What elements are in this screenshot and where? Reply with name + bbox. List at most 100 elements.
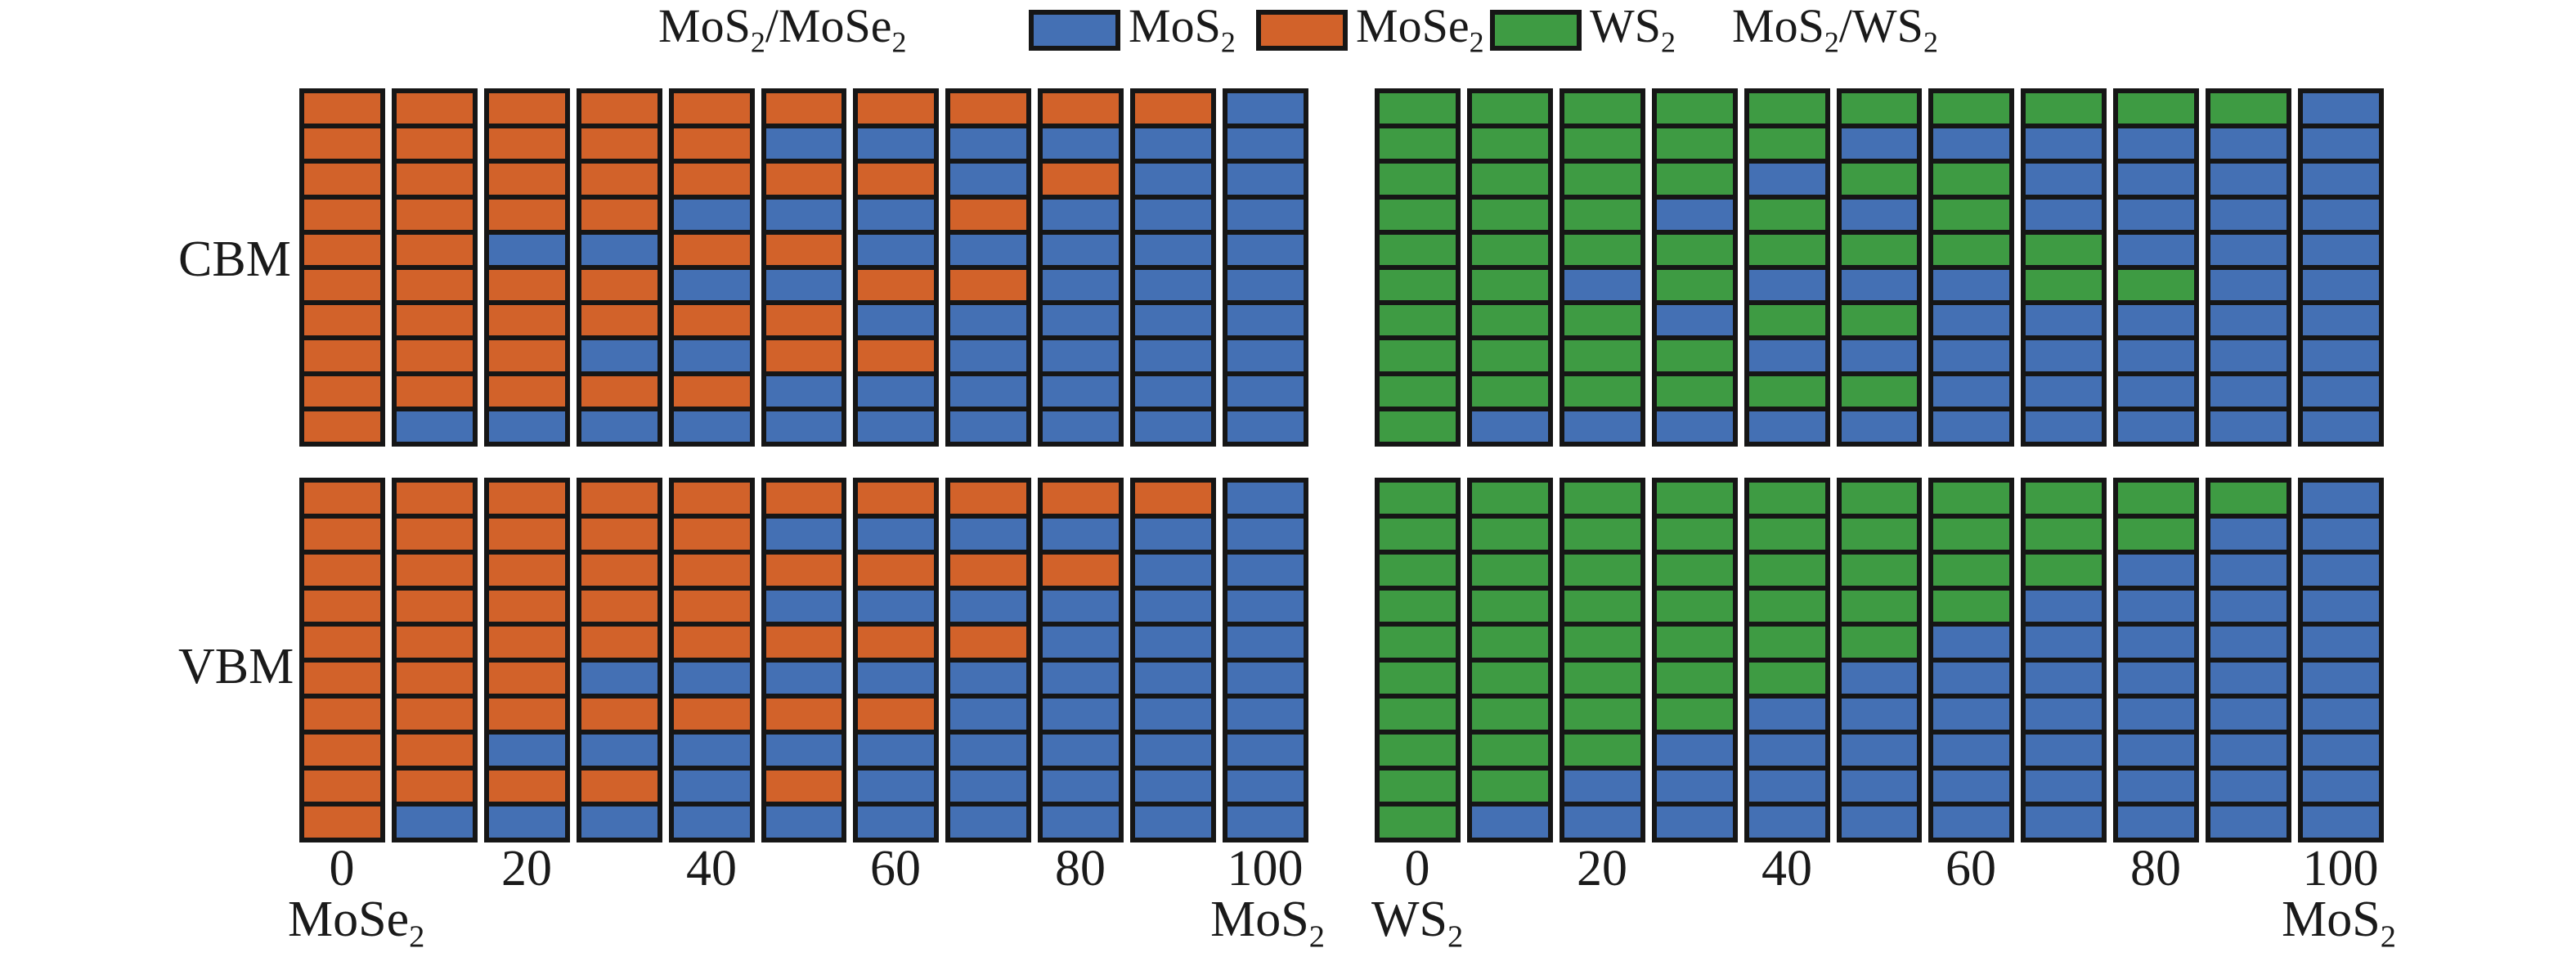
- cell-MoS2: [668, 265, 755, 306]
- cell-MoS2: [483, 406, 570, 447]
- cell-WS2: [1744, 586, 1830, 627]
- cell-WS2: [1375, 730, 1461, 771]
- cell-MoS2: [668, 658, 755, 699]
- panel-cbm-mos2-ws2: [1375, 88, 2384, 447]
- cell-WS2: [1651, 371, 1738, 411]
- cell-MoS2: [1130, 371, 1217, 411]
- cell-MoS2: [1223, 658, 1308, 699]
- cell-MoS2: [1223, 622, 1308, 663]
- cell-WS2: [1466, 371, 1553, 411]
- stack-column-x80: [1038, 88, 1124, 447]
- stack-column-x20: [483, 88, 570, 447]
- cell-MoS2: [1744, 335, 1830, 376]
- cell-MoS2: [945, 766, 1032, 806]
- cell-MoS2: [1223, 265, 1308, 306]
- cell-MoSe2: [576, 694, 662, 735]
- x-tick-right-80: 80: [2130, 841, 2181, 896]
- cell-MoS2: [761, 658, 847, 699]
- cell-MoS2: [1223, 300, 1308, 341]
- cell-MoS2: [1038, 265, 1124, 306]
- cell-MoS2: [761, 730, 847, 771]
- cell-MoS2: [1038, 622, 1124, 663]
- cell-MoS2: [2113, 622, 2200, 663]
- cell-MoS2: [761, 802, 847, 842]
- cell-MoS2: [1223, 406, 1308, 447]
- cell-MoS2: [2298, 694, 2384, 735]
- panel-vbm-mos2-mose2: [299, 478, 1308, 842]
- cell-MoS2: [1130, 159, 1217, 200]
- cell-MoSe2: [483, 300, 570, 341]
- cell-WS2: [1651, 335, 1738, 376]
- cell-WS2: [1375, 658, 1461, 699]
- stack-column-x80: [1038, 478, 1124, 842]
- cell-MoS2: [1223, 766, 1308, 806]
- cell-WS2: [1466, 159, 1553, 200]
- cell-WS2: [1928, 194, 2015, 235]
- cell-MoS2: [2113, 159, 2200, 200]
- cell-MoSe2: [483, 265, 570, 306]
- cell-MoSe2: [483, 586, 570, 627]
- stack-column-x100: [2298, 478, 2384, 842]
- cell-MoSe2: [1038, 88, 1124, 129]
- cell-WS2: [1466, 88, 1553, 129]
- stack-column-x90: [2206, 88, 2292, 447]
- cell-WS2: [1836, 300, 1923, 341]
- cell-MoS2: [2298, 766, 2384, 806]
- cell-MoSe2: [853, 622, 940, 663]
- cell-WS2: [1836, 229, 1923, 271]
- cell-MoS2: [2206, 694, 2292, 735]
- cell-MoS2: [853, 514, 940, 555]
- cell-WS2: [1466, 730, 1553, 771]
- cell-MoS2: [761, 371, 847, 411]
- cell-MoS2: [1744, 694, 1830, 735]
- cell-MoS2: [483, 229, 570, 271]
- cell-MoS2: [1651, 300, 1738, 341]
- cell-MoS2: [1928, 730, 2015, 771]
- cell-WS2: [1651, 550, 1738, 591]
- cell-MoS2: [391, 802, 478, 842]
- cell-WS2: [1375, 124, 1461, 164]
- cell-WS2: [1559, 658, 1645, 699]
- cell-MoSe2: [391, 159, 478, 200]
- cell-MoS2: [1038, 335, 1124, 376]
- row-label-cbm: CBM: [178, 231, 291, 287]
- cell-MoSe2: [576, 371, 662, 411]
- stack-column-x60: [853, 478, 940, 842]
- cell-MoSe2: [299, 124, 385, 164]
- cell-MoS2: [1836, 766, 1923, 806]
- cell-MoSe2: [483, 622, 570, 663]
- cell-MoSe2: [576, 514, 662, 555]
- cell-MoS2: [1223, 371, 1308, 411]
- cell-WS2: [1651, 159, 1738, 200]
- cell-MoS2: [1836, 265, 1923, 306]
- cell-MoSe2: [576, 124, 662, 164]
- cell-MoS2: [668, 335, 755, 376]
- cell-MoSe2: [1130, 88, 1217, 129]
- cell-MoS2: [761, 406, 847, 447]
- cell-MoS2: [1223, 124, 1308, 164]
- cell-WS2: [1928, 586, 2015, 627]
- cell-WS2: [1836, 88, 1923, 129]
- cell-MoS2: [1744, 406, 1830, 447]
- cell-MoSe2: [668, 550, 755, 591]
- cell-WS2: [1651, 265, 1738, 306]
- cell-WS2: [1651, 88, 1738, 129]
- stack-column-x80: [2113, 478, 2200, 842]
- cell-MoS2: [1651, 730, 1738, 771]
- cell-WS2: [1928, 159, 2015, 200]
- cell-MoS2: [1130, 622, 1217, 663]
- stack-column-x40: [668, 88, 755, 447]
- cell-MoS2: [1038, 406, 1124, 447]
- cell-MoS2: [1223, 159, 1308, 200]
- cell-MoS2: [2021, 194, 2107, 235]
- cell-WS2: [1375, 694, 1461, 735]
- cell-WS2: [1744, 300, 1830, 341]
- cell-MoS2: [2021, 802, 2107, 842]
- cell-MoS2: [668, 730, 755, 771]
- cell-MoS2: [668, 194, 755, 235]
- cell-MoS2: [1038, 658, 1124, 699]
- cell-MoSe2: [945, 265, 1032, 306]
- cell-MoSe2: [299, 802, 385, 842]
- cell-MoS2: [1744, 159, 1830, 200]
- cell-MoS2: [1130, 658, 1217, 699]
